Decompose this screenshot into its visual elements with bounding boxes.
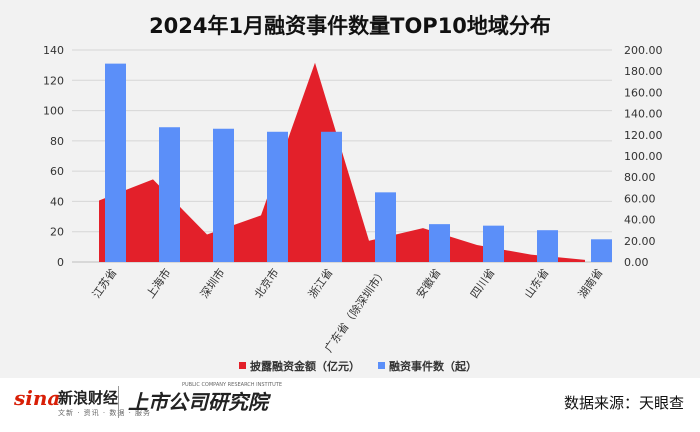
left-tick-label: 60 — [50, 165, 64, 178]
right-tick-label: 0.00 — [624, 256, 649, 269]
legend-swatch-event-count — [378, 362, 385, 369]
institute-logo: 上市公司研究院 — [128, 390, 268, 414]
chart-title: 2024年1月融资事件数量TOP10地域分布 — [149, 14, 551, 38]
left-tick-label: 140 — [43, 44, 64, 57]
left-tick-label: 40 — [50, 195, 64, 208]
sina-finance-name: 新浪财经 — [58, 389, 119, 407]
x-tick-label: 北京市 — [251, 266, 281, 301]
event-count-bar — [159, 127, 180, 262]
event-count-bar — [483, 225, 504, 262]
right-tick-label: 100.00 — [624, 150, 663, 163]
right-tick-label: 40.00 — [624, 214, 656, 227]
event-count-bar — [213, 128, 234, 262]
x-tick-label: 湖南省 — [576, 266, 606, 300]
event-count-bar — [591, 239, 612, 262]
sina-logo: sina — [14, 386, 61, 410]
left-tick-label: 20 — [50, 226, 64, 239]
event-count-bar — [537, 230, 558, 262]
right-tick-label: 140.00 — [624, 108, 663, 121]
x-tick-label: 浙江省 — [306, 266, 336, 300]
event-count-bars — [105, 63, 612, 262]
left-tick-label: 120 — [43, 74, 64, 87]
right-tick-label: 80.00 — [624, 171, 656, 184]
data-source: 数据来源：天眼查 — [563, 394, 684, 412]
logo-divider — [118, 386, 119, 418]
right-tick-label: 160.00 — [624, 86, 663, 99]
right-tick-label: 20.00 — [624, 235, 656, 248]
event-count-bar — [105, 63, 126, 262]
x-tick-label: 上海市 — [143, 266, 173, 301]
legend-swatch-funding-amount — [239, 362, 246, 369]
x-tick-label: 深圳市 — [197, 266, 227, 301]
institute-english-name: PUBLIC COMPANY RESEARCH INSTITUTE — [182, 382, 282, 388]
sina-finance-subtitle: 文新 · 资讯 · 数据 · 服务 — [58, 409, 152, 417]
legend-label-funding-amount: 披露融资金额（亿元） — [250, 359, 360, 373]
left-axis-ticks: 0 20 40 60 80 100 120 140 — [43, 44, 64, 269]
chart-svg: 0 20 40 60 80 100 120 140 0.00 20.00 40.00 60.00 80… — [43, 44, 663, 373]
event-count-bar — [267, 131, 288, 262]
right-tick-label: 60.00 — [624, 192, 656, 205]
right-tick-label: 180.00 — [624, 65, 663, 78]
footer: sina 新浪财经 文新 · 资讯 · 数据 · 服务 上市公司研究院 PUBL… — [0, 378, 700, 432]
event-count-bar — [375, 192, 396, 262]
right-axis-ticks: 0.00 20.00 40.00 60.00 80.00 100.00 120.00 140.… — [624, 44, 663, 269]
x-tick-label: 山东省 — [522, 266, 552, 300]
legend-label-event-count: 融资事件数（起） — [389, 359, 477, 373]
event-count-bar — [429, 224, 450, 262]
left-tick-label: 100 — [43, 105, 64, 118]
right-tick-label: 200.00 — [624, 44, 663, 57]
legend: 披露融资金额（亿元） 融资事件数（起） — [239, 359, 477, 373]
x-tick-label: 安徽省 — [413, 266, 443, 301]
x-tick-label: 江苏省 — [90, 266, 120, 300]
left-tick-label: 80 — [50, 135, 64, 148]
event-count-bar — [321, 131, 342, 262]
right-tick-label: 120.00 — [624, 129, 663, 142]
left-tick-label: 0 — [57, 256, 64, 269]
x-tick-label: 四川省 — [468, 266, 498, 300]
